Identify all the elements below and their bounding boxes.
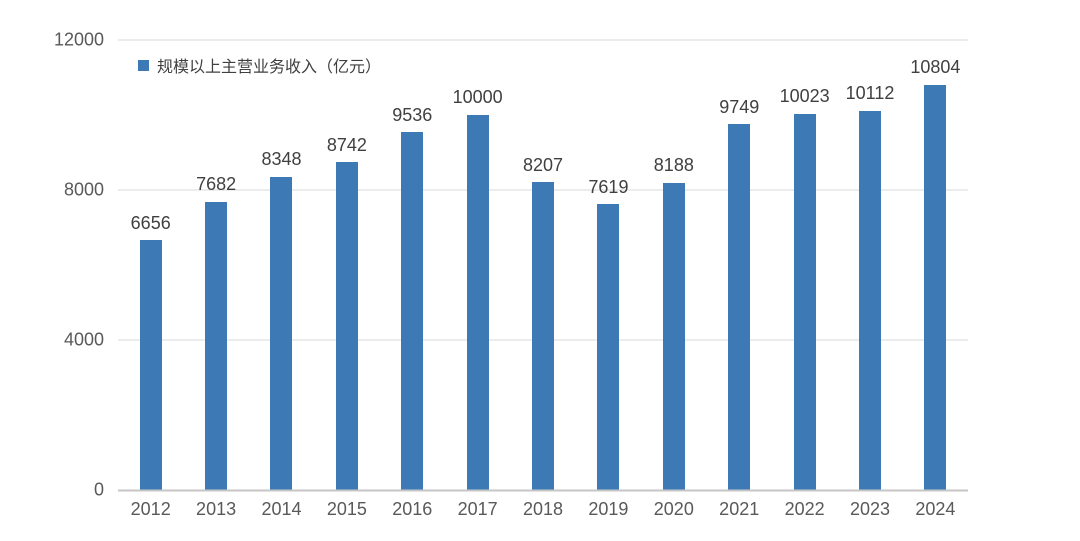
bar-group-2018: 8207 2018 [510, 40, 575, 519]
x-tick-label: 2022 [784, 499, 825, 519]
legend-color-swatch [138, 59, 149, 71]
bar-group-2019: 7619 2019 [576, 40, 641, 519]
plot-area: 0 4000 8000 12000 6656 2012 7682 2013 8348 2014 87… [54, 30, 968, 520]
x-tick-label: 2017 [457, 499, 498, 519]
bar [924, 84, 947, 490]
gridline [118, 39, 968, 41]
x-tick-label: 2019 [588, 499, 629, 519]
y-tick-label: 0 [93, 479, 104, 500]
value-label: 10112 [845, 83, 895, 104]
value-label: 7682 [196, 174, 237, 195]
x-tick-label: 2015 [326, 499, 367, 519]
x-tick-label: 2018 [523, 499, 564, 519]
x-tick-label: 2013 [196, 499, 237, 519]
bar-group-2014: 8348 2014 [249, 40, 314, 519]
bar-group-2021: 9749 2021 [707, 40, 772, 519]
x-tick-label: 2014 [261, 499, 302, 519]
bar [662, 182, 685, 490]
y-tick-label: 4000 [63, 329, 104, 350]
value-label: 10023 [779, 86, 830, 107]
bar [466, 115, 489, 490]
bar [793, 114, 816, 490]
bar-group-2013: 7682 2013 [183, 40, 248, 519]
bar-group-2024: 10804 2024 [903, 40, 968, 519]
bar [858, 110, 881, 490]
bar-group-2015: 8742 2015 [314, 40, 379, 520]
chart-legend: 规模以上主营业务收入（亿元） [138, 53, 381, 77]
bar [597, 204, 620, 490]
bar [139, 240, 162, 490]
bar [270, 176, 293, 490]
value-label: 6656 [130, 212, 171, 233]
bar [335, 162, 358, 490]
bar [728, 124, 751, 490]
value-label: 9749 [719, 96, 760, 117]
x-tick-label: 2016 [392, 499, 433, 519]
x-tick-label: 2021 [719, 499, 760, 519]
value-label: 8348 [261, 149, 302, 170]
value-label: 8188 [653, 155, 694, 176]
x-axis-line [118, 489, 968, 492]
bar-group-2017: 10000 2017 [445, 40, 510, 519]
y-tick-label: 12000 [53, 29, 104, 50]
x-tick-label: 2020 [653, 499, 694, 519]
value-label: 7619 [588, 176, 629, 197]
y-tick-label: 8000 [63, 179, 104, 200]
value-label: 10000 [452, 87, 503, 108]
value-label: 8207 [523, 154, 564, 175]
legend-label: 规模以上主营业务收入（亿元） [157, 59, 382, 76]
value-label: 10804 [910, 57, 961, 78]
x-tick-label: 2012 [130, 499, 171, 519]
bar-group-2023: 10112 2023 [837, 40, 902, 519]
bar [401, 132, 424, 490]
x-tick-label: 2023 [849, 499, 891, 519]
bar [205, 201, 228, 490]
bar-group-2012: 6656 2012 [118, 40, 183, 519]
bar-group-2016: 9536 2016 [380, 40, 445, 519]
x-tick-label: 2024 [915, 499, 956, 519]
bar-group-2022: 10023 2022 [772, 40, 837, 519]
bar-group-2020: 8188 2020 [641, 40, 706, 519]
bar-series: 6656 2012 7682 2013 8348 2014 8742 2015 9536 2016… [118, 40, 968, 520]
value-label: 9536 [392, 104, 433, 125]
bar [532, 182, 555, 490]
value-label: 8742 [326, 134, 367, 155]
